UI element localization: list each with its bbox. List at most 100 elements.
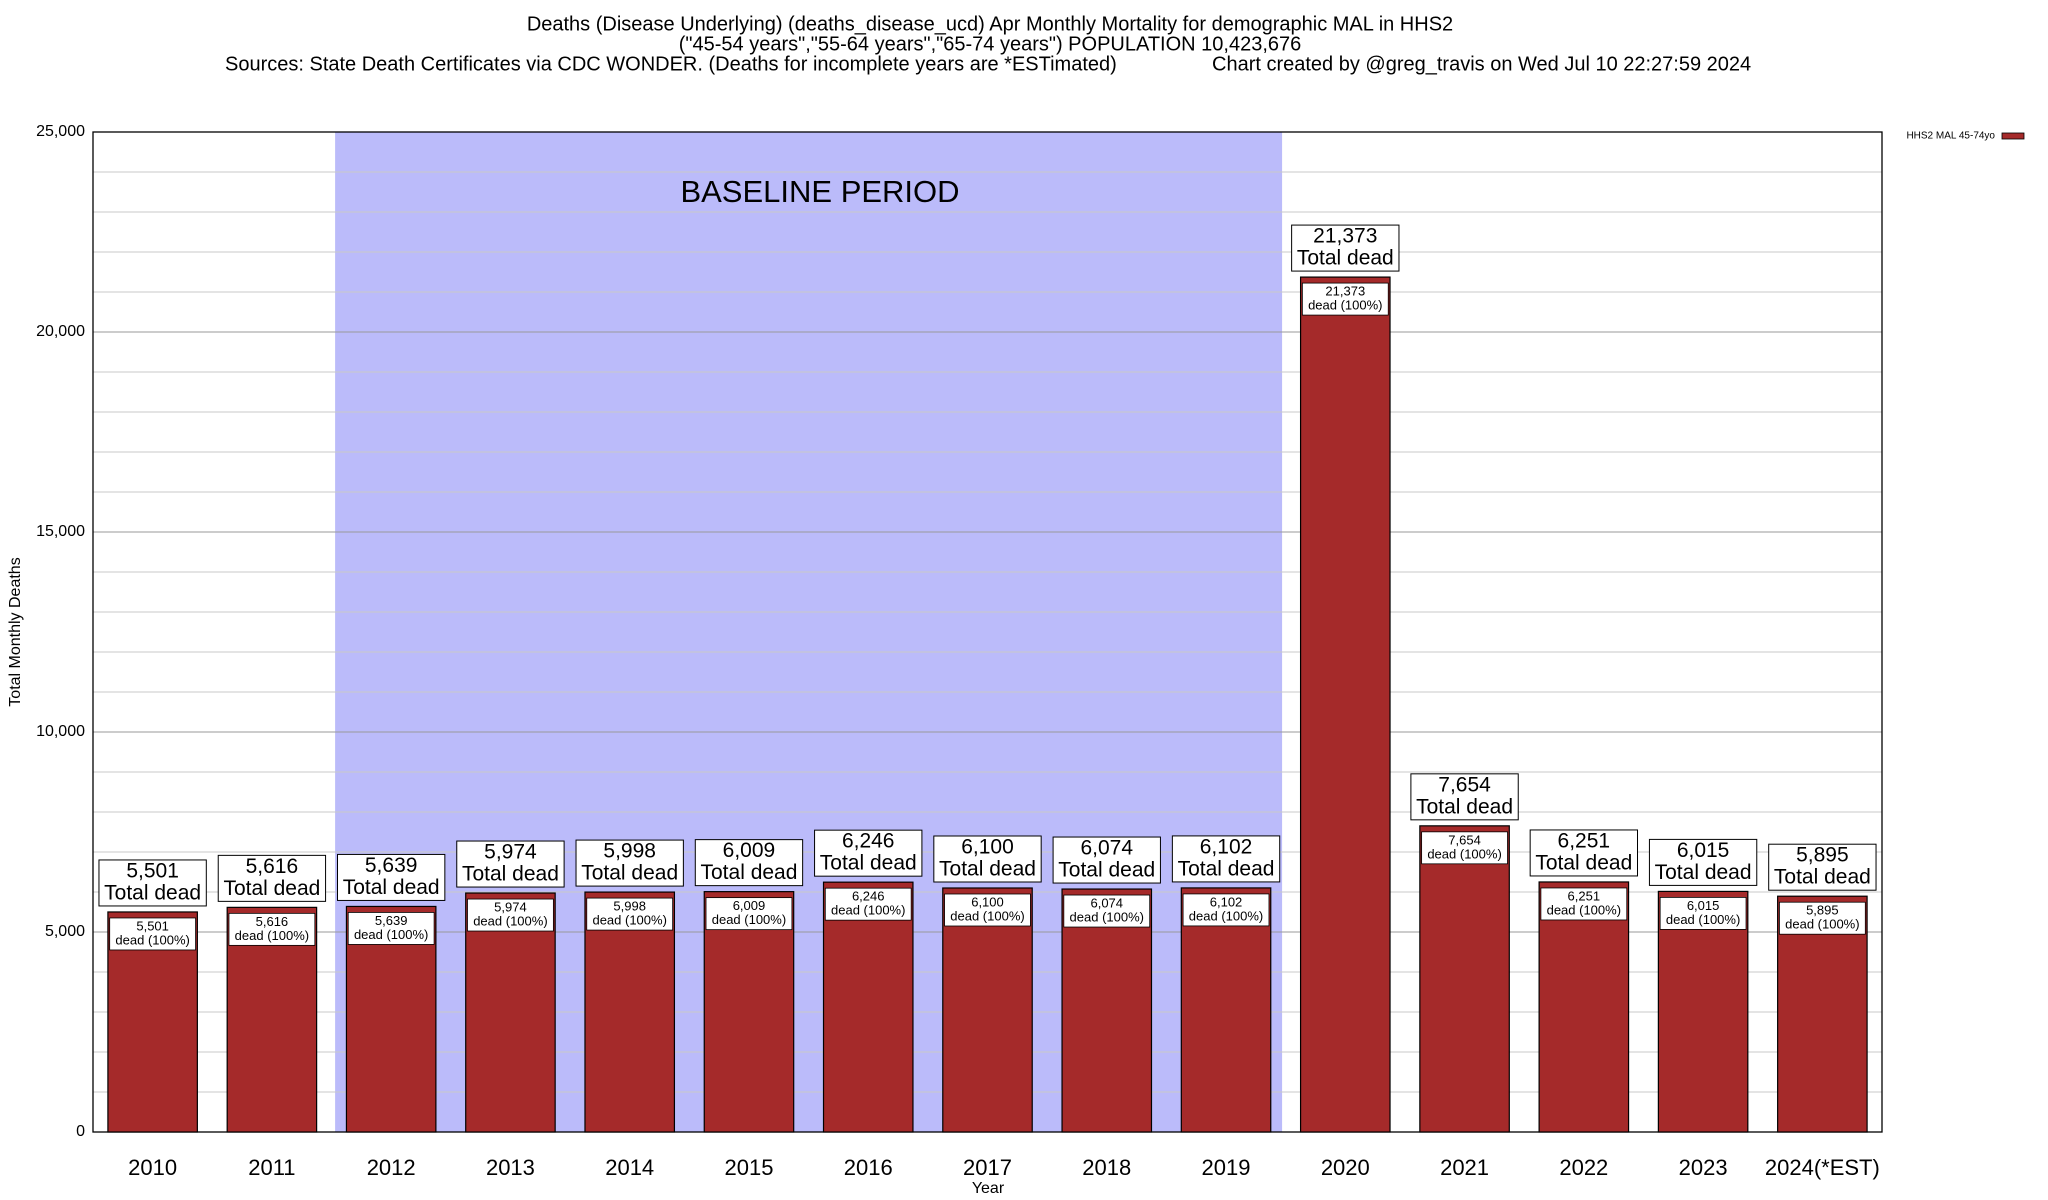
total-value-label: 5,974 [484,841,537,864]
inner-share-label: dead (100%) [1547,902,1621,917]
total-value-label: 6,074 [1080,837,1133,860]
inner-value-label: 5,639 [375,913,408,928]
total-value-label: 5,895 [1796,844,1849,867]
inner-label-box [1779,901,1866,935]
inner-value-label: 5,974 [494,899,527,914]
total-text: Total dead [1655,861,1752,884]
total-value-label: 5,616 [246,855,299,878]
bar [822,881,914,1133]
total-value-label: 6,251 [1558,830,1611,853]
total-label-box [1768,843,1877,891]
inner-label-box [467,898,554,932]
x-tick-label: 2012 [367,1155,416,1180]
baseline-label: BASELINE PERIOD [680,174,959,209]
total-text: Total dead [462,863,559,886]
x-tick-label: 2011 [248,1155,295,1180]
inner-value-label: 21,373 [1325,284,1365,299]
total-label-box [1648,838,1758,886]
total-text: Total dead [1058,859,1155,882]
inner-label-box [1421,831,1508,865]
inner-value-label: 7,654 [1448,832,1481,847]
bar [1538,881,1630,1133]
total-label-box [217,854,327,902]
inner-value-label: 6,009 [733,898,766,913]
bar [1061,888,1153,1133]
y-axis-label: Total Monthly Deaths [7,557,24,706]
inner-label-box [228,912,316,946]
total-label-box [98,859,207,907]
total-value-label: 5,501 [126,860,179,883]
y-tick-label: 5,000 [45,923,85,940]
x-tick-label: 2023 [1679,1155,1728,1180]
y-tick-label: 10,000 [36,723,85,740]
inner-share-label: dead (100%) [712,912,786,927]
total-label-box [1171,835,1281,883]
inner-value-label: 5,501 [136,918,169,933]
total-text: Total dead [701,861,798,884]
inner-share-label: dead (100%) [473,913,547,928]
inner-label-box [1063,894,1151,928]
total-label-box [814,829,923,877]
legend-label: HHS2 MAL 45-74yo [1906,131,1995,142]
total-label-box [933,835,1042,883]
x-tick-label: 2019 [1202,1155,1251,1180]
x-axis-label: Year [972,1180,1005,1197]
inner-share-label: dead (100%) [115,932,189,947]
total-value-label: 6,100 [961,836,1014,859]
total-label-box [575,839,684,887]
inner-share-label: dead (100%) [354,927,428,942]
inner-value-label: 6,251 [1568,888,1601,903]
bar [584,891,676,1133]
total-text: Total dead [1774,866,1871,889]
inner-label-box [347,912,435,945]
inner-value-label: 6,100 [971,894,1004,909]
x-tick-label: 2017 [963,1155,1012,1180]
inner-label-box [1659,897,1747,930]
total-text: Total dead [104,882,201,905]
inner-share-label: dead (100%) [1666,912,1740,927]
x-tick-label: 2024(*EST) [1765,1155,1880,1180]
inner-label-box [586,897,674,931]
total-label-box [1410,773,1519,821]
y-tick-label: 15,000 [36,523,85,540]
inner-share-label: dead (100%) [950,908,1024,923]
total-text: Total dead [1178,857,1275,880]
total-label-box [1291,224,1400,272]
inner-share-label: dead (100%) [1189,908,1263,923]
total-label-box [336,853,446,901]
inner-label-box [1182,893,1270,927]
x-tick-label: 2015 [724,1155,773,1180]
bar [465,892,556,1133]
chart-credit: Chart created by @greg_travis on Wed Jul… [1212,53,1751,75]
x-tick-label: 2020 [1321,1155,1370,1180]
total-text: Total dead [581,862,678,885]
bar [1657,890,1749,1133]
total-text: Total dead [223,877,320,900]
total-text: Total dead [820,852,917,875]
bar [1299,276,1391,1133]
x-tick-label: 2022 [1559,1155,1608,1180]
chart-title: Deaths (Disease Underlying) (deaths_dise… [527,13,1453,35]
total-value-label: 5,639 [365,854,418,877]
inner-value-label: 6,074 [1090,895,1123,910]
legend-swatch [2001,132,2025,140]
bar [942,887,1033,1133]
total-text: Total dead [1416,795,1513,818]
inner-value-label: 5,895 [1806,903,1839,918]
inner-label-box [1301,282,1389,316]
x-tick-label: 2010 [128,1155,177,1180]
x-tick-label: 2013 [486,1155,535,1180]
x-tick-label: 2018 [1082,1155,1131,1180]
total-label-box [1529,829,1639,877]
total-value-label: 7,654 [1438,773,1491,796]
total-value-label: 6,246 [842,830,895,853]
total-text: Total dead [1297,247,1394,270]
bar [1777,895,1868,1133]
inner-label-box [1540,887,1628,921]
y-tick-label: 25,000 [36,123,85,140]
total-label-box [694,839,804,887]
inner-value-label: 5,998 [613,899,646,914]
inner-share-label: dead (100%) [1070,909,1144,924]
